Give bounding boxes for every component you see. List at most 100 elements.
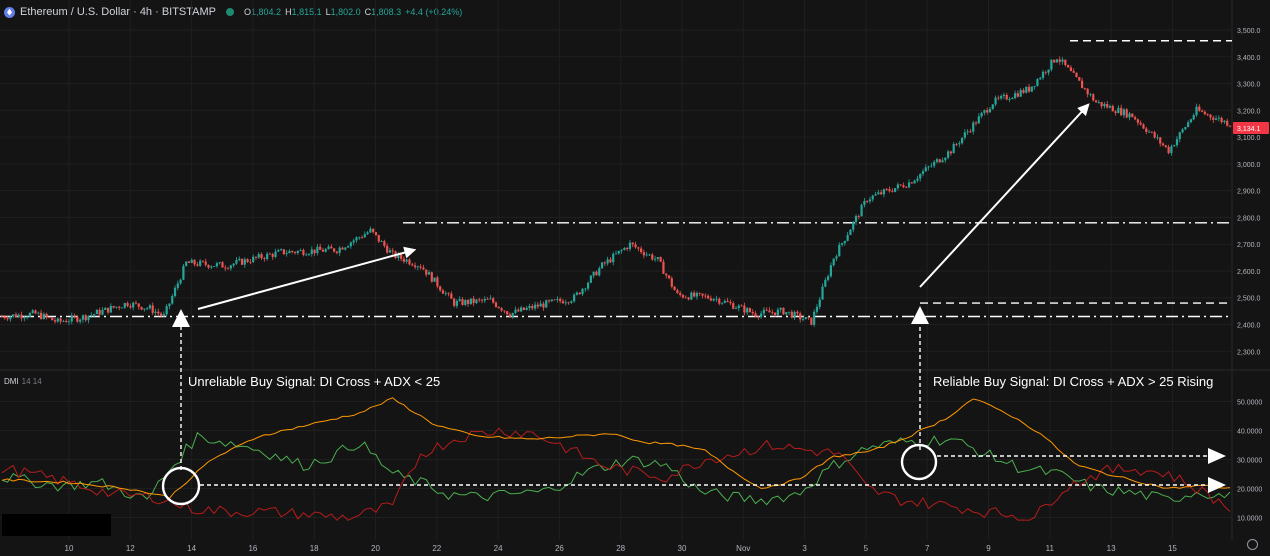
candle-body (1159, 137, 1162, 144)
candle-body (466, 300, 470, 304)
candle-body (1125, 109, 1128, 118)
candle-body (1036, 79, 1039, 86)
candle-body (93, 314, 96, 316)
candle-body (199, 260, 202, 266)
candle-body (617, 250, 620, 254)
candle-body (570, 301, 573, 303)
candle-body (653, 258, 657, 260)
candle-body (352, 240, 355, 243)
candle-body (1111, 105, 1114, 112)
time-tick-label: 26 (555, 544, 564, 553)
candle-body (860, 204, 863, 217)
candle-body (676, 290, 679, 294)
candle-body (966, 131, 969, 133)
candle-body (296, 250, 299, 253)
candle-body (1067, 65, 1070, 68)
candle-body (190, 259, 193, 263)
candle-body (20, 314, 23, 319)
settings-icon[interactable] (1247, 539, 1258, 550)
candle-body (229, 265, 232, 269)
candle-body (531, 306, 534, 309)
candle-body (56, 318, 59, 322)
candle-body (433, 277, 436, 282)
price-tick-label: 2,600.0 (1237, 269, 1260, 276)
candle-body (818, 299, 821, 307)
candle-body (0, 316, 4, 318)
candle-body (866, 200, 869, 202)
time-tick-label: 24 (494, 544, 503, 553)
candle-body (480, 299, 484, 301)
time-tick-label: 14 (187, 544, 196, 553)
candle-body (793, 311, 796, 318)
candle-body (1164, 145, 1167, 147)
candle-body (835, 256, 838, 259)
candle-body (974, 122, 978, 124)
candle-body (1027, 86, 1031, 92)
candle-body (1053, 59, 1056, 63)
candle-body (785, 312, 788, 315)
candle-body (497, 306, 500, 309)
candle-body (45, 313, 48, 318)
candle-body (595, 271, 598, 276)
candle-body (388, 250, 392, 253)
candle-body (612, 253, 615, 263)
candle-body (525, 307, 528, 310)
candle-body (634, 244, 637, 248)
candle-body (475, 299, 478, 304)
candle-body (997, 97, 1000, 99)
candle-body (335, 251, 339, 253)
candle-body (662, 261, 665, 274)
candle-body (307, 253, 311, 255)
candle-body (416, 266, 419, 268)
candle-body (98, 309, 101, 315)
price-tick-label: 3,400.0 (1237, 55, 1260, 62)
ohlc-low-key: L (325, 7, 331, 17)
candle-body (782, 307, 785, 315)
candle-body (614, 253, 618, 255)
candle-body (67, 321, 71, 323)
candle-body (545, 300, 548, 308)
candle-body (478, 299, 481, 301)
candle-body (185, 261, 188, 266)
dmi-tick-label: 50.0000 (1237, 400, 1262, 407)
time-tick-label: 11 (1046, 544, 1055, 553)
candle-body (514, 309, 517, 313)
candle-body (893, 188, 897, 192)
candle-body (916, 178, 919, 181)
candle-body (151, 305, 154, 313)
candle-body (1061, 59, 1064, 62)
candle-body (400, 254, 403, 259)
dmi-indicator-label[interactable]: DMI 14 14 (4, 377, 42, 386)
candle-body (65, 321, 68, 323)
ethereum-logo-icon (4, 6, 15, 18)
candle-body (832, 258, 835, 266)
candle-body (919, 173, 922, 179)
candle-body (600, 262, 604, 269)
ohlc-open-key: O (244, 7, 252, 17)
candle-body (586, 282, 590, 289)
candle-body (921, 171, 925, 174)
candle-body (628, 242, 632, 250)
trend-arrow-2 (919, 103, 1090, 288)
candle-body (207, 264, 210, 268)
candlestick-series (0, 56, 1232, 328)
candle-body (118, 306, 121, 308)
candle-body (140, 306, 143, 310)
candle-body (927, 166, 930, 168)
candle-body (606, 259, 609, 264)
candle-body (681, 294, 685, 298)
candle-body (173, 287, 177, 296)
candle-body (224, 267, 227, 269)
time-tick-label: 5 (864, 544, 869, 553)
candle-body (1147, 131, 1151, 133)
candle-body (1086, 88, 1089, 95)
candle-body (1142, 124, 1145, 129)
candle-body (441, 290, 445, 294)
price-tick-label: 3,000.0 (1237, 162, 1260, 169)
candle-body (1223, 120, 1226, 123)
candle-body (843, 240, 846, 244)
candle-body (120, 307, 124, 309)
candle-body (626, 247, 629, 250)
candle-body (349, 242, 352, 247)
